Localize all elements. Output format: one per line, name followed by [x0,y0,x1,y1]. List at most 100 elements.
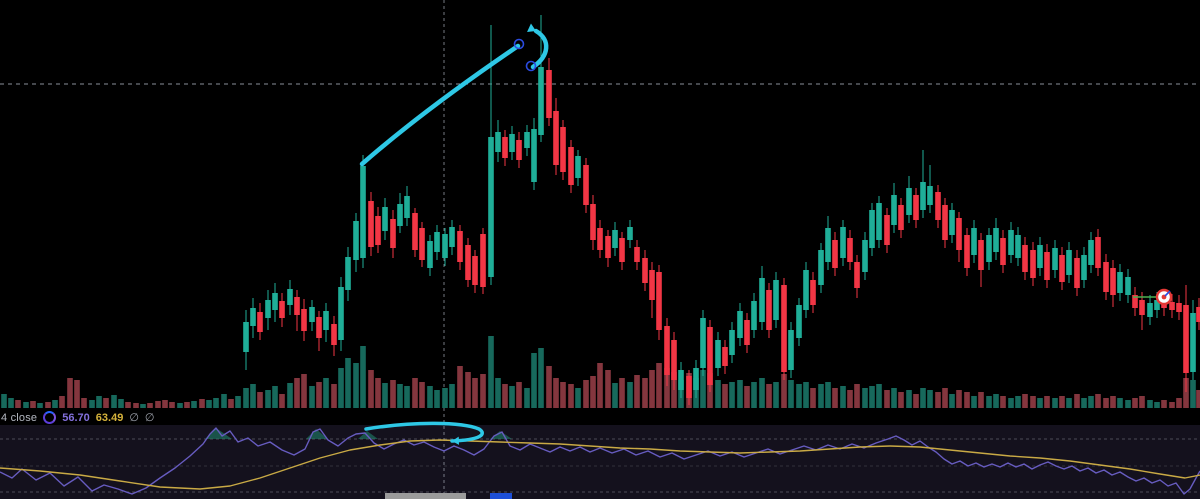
volume-bar [23,402,29,408]
candle-body [583,165,589,205]
indicator-name-label: 4 close [1,411,38,424]
bottom-blue-scrub-bar[interactable] [490,493,512,499]
volume-bar [162,400,168,408]
drawn-arrow-oscillator[interactable] [364,421,484,445]
candle-body [434,232,440,252]
candle-body [1052,248,1058,270]
candle-body [722,347,728,366]
volume-bar [74,380,80,408]
drawing-anchor-handle[interactable] [513,38,525,50]
candle-body [1183,305,1189,373]
candle-body [634,247,640,262]
volume-bar [294,378,300,408]
volume-bar [971,396,977,408]
volume-bar [913,394,919,408]
candle-body [323,311,329,330]
candle-body [1044,252,1050,280]
candle-body [605,236,611,258]
volume-bar [1117,398,1123,408]
candle-body [1000,238,1006,265]
candle-body [509,134,515,152]
volume-bar [560,382,566,408]
indicator-value-2: 63.49 [95,411,124,424]
indicator-empty-value-2: ∅ [144,412,155,424]
overbought-fill [490,431,512,439]
volume-bar [737,380,743,408]
volume-bar [89,400,95,408]
candle-body [353,221,359,260]
candle-body [1081,255,1087,280]
volume-bar [368,370,374,408]
volume-bar [228,399,234,408]
volume-bar [272,386,278,408]
candle-body [597,228,603,250]
volume-bar [1037,398,1043,408]
candle-body [891,195,897,225]
volume-bar [1088,396,1094,408]
candle-body [664,326,670,375]
volume-bar [978,392,984,408]
candle-body [612,230,618,248]
candle-body [949,210,955,235]
candle-body [1190,313,1196,372]
volume-bar [457,366,463,408]
volume-bar [1059,396,1065,408]
candle-body [693,368,699,390]
volume-bar [1081,398,1087,408]
volume-bar [133,403,139,408]
candles-layer [243,15,1200,405]
target-marker-icon[interactable] [1155,288,1173,306]
volume-bar [590,376,596,408]
candle-body [825,228,831,262]
candle-body [1103,262,1109,292]
candle-body [546,70,552,118]
volume-bar [397,384,403,408]
bottom-gray-scrub-bar[interactable] [385,493,466,499]
candle-body [759,278,765,322]
candle-body [575,156,581,178]
volume-bar [927,390,933,408]
candle-body [1008,230,1014,255]
volume-bar [1030,396,1036,408]
oscillator-panel-background [0,425,1200,499]
volume-bar [235,396,241,408]
arrowhead [527,23,536,32]
candle-body [442,234,448,258]
candle-body [568,147,574,185]
candle-body [272,293,278,310]
volume-bar [250,384,256,408]
indicator-status-row[interactable]: 4 close 56.70 63.49 ∅ ∅ [1,410,155,425]
candle-body [331,324,337,345]
candle-body [427,241,433,268]
drawing-anchor-handle[interactable] [525,60,537,72]
volume-bar [412,378,418,408]
candle-body [818,250,824,285]
volume-bar [605,370,611,408]
volume-bar [213,398,219,408]
volume-bar [509,386,515,408]
volume-bar [1052,398,1058,408]
volume-bar [480,374,486,408]
drawn-arrow-main[interactable] [359,23,549,167]
volume-bar [942,388,948,408]
volume-bar [803,382,809,408]
volume-bar [1161,400,1167,408]
volume-bar [788,380,794,408]
volume-bar [316,382,322,408]
volume-bar [575,388,581,408]
candle-body [250,308,256,326]
candle-body [686,376,692,398]
candle-body [1147,303,1153,317]
indicator-empty-value-1: ∅ [129,412,139,424]
candle-body [495,132,501,152]
volume-bar [309,386,315,408]
volume-bar [155,401,161,408]
volume-bar [949,394,955,408]
volume-bar [1190,380,1196,408]
volume-bar [766,384,772,408]
volume-bar [221,394,227,408]
candle-body [898,205,904,230]
volume-bar [353,363,359,408]
volume-bar [1066,398,1072,408]
